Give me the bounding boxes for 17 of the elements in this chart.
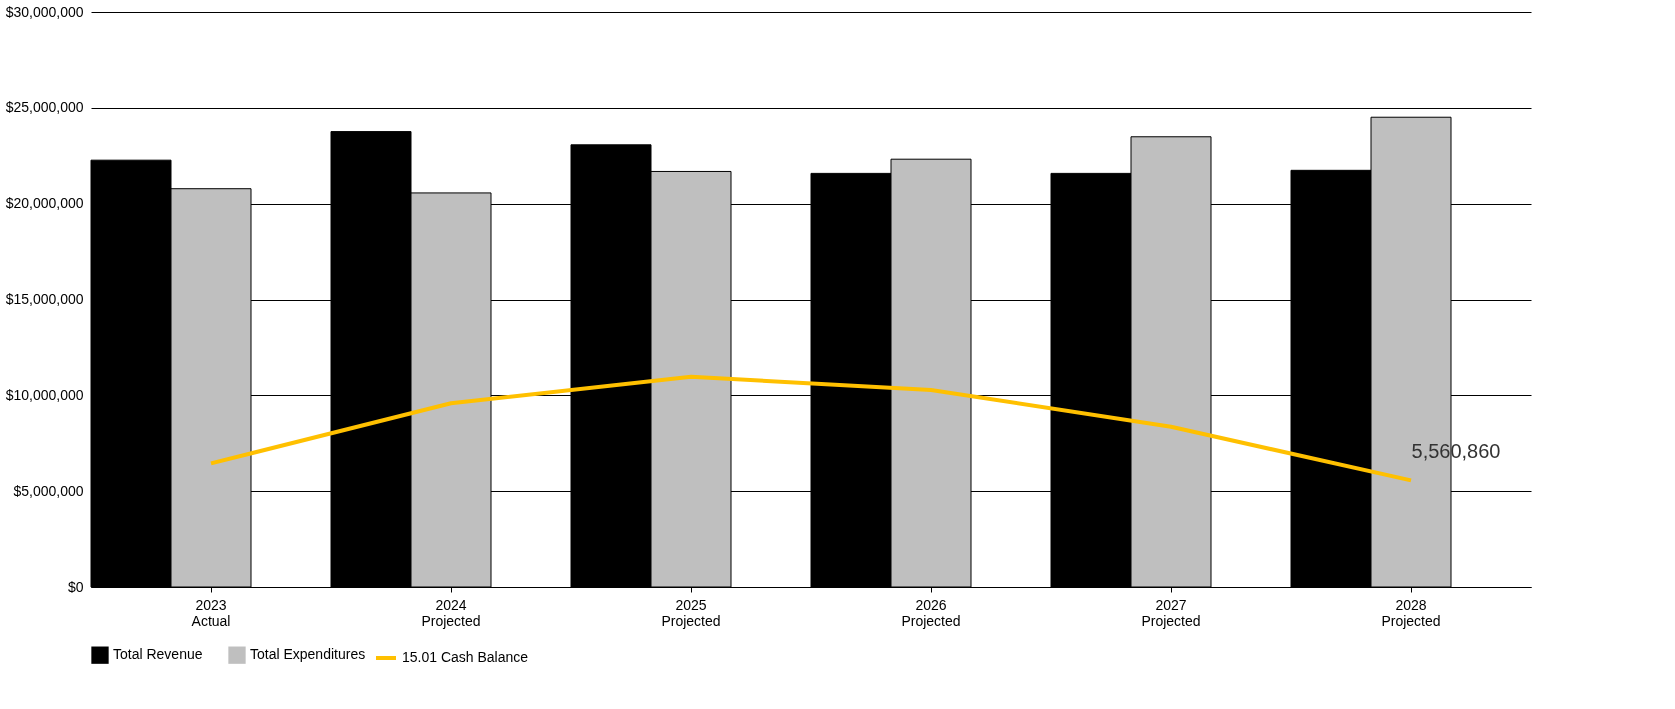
y-tick-label: $25,000,000	[5, 99, 84, 116]
line-series	[209, 374, 1413, 483]
y-tick-label: $5,000,000	[13, 482, 84, 499]
x-tick-label: 2023 Actual	[191, 596, 231, 629]
x-tick-label: 2025 Projected	[661, 596, 721, 629]
y-tick-label: $0	[67, 578, 84, 595]
x-tick-label: 2026 Projected	[901, 596, 961, 629]
legend-label: 15.01 Cash Balance	[402, 649, 529, 665]
y-tick-label: $10,000,000	[5, 386, 84, 403]
x-tick-label: 2027 Projected	[1141, 596, 1201, 629]
y-tick-label: $15,000,000	[5, 291, 84, 307]
legend-label: Total Revenue	[113, 646, 203, 663]
x-tick-label: 2028 Projected	[1381, 596, 1441, 629]
y-tick-label: $20,000,000	[5, 195, 84, 212]
legend-label: Total Expenditures	[250, 646, 366, 663]
x-tick-label: 2024 Projected	[421, 596, 481, 629]
y-tick-label: $30,000,000	[5, 3, 84, 20]
